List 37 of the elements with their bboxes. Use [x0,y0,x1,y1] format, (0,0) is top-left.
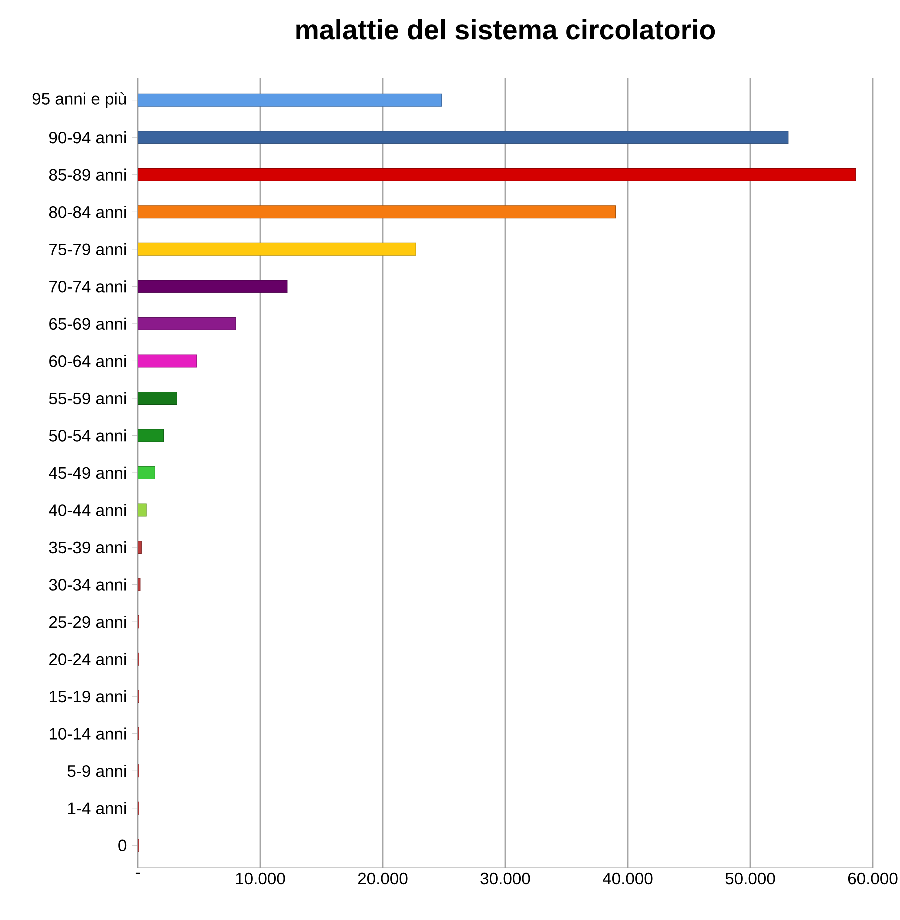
bar [138,578,141,592]
x-tick-label: 10.000 [236,872,286,885]
y-tick-label: 50-54 anni [49,430,126,442]
y-tick-label: 80-84 anni [49,206,126,218]
y-tick-label: 40-44 anni [49,504,126,516]
y-tick-label: 35-39 anni [49,541,126,554]
y-tick-label: 1-4 anni [68,802,126,814]
y-tick-label: 65-69 anni [50,318,126,330]
y-tick-label: 75-79 anni [50,243,126,256]
bar [138,354,198,368]
y-tick-label: 70-74 anni [50,280,126,293]
x-tick-label: 30.000 [480,872,530,885]
y-tick-label: 25-29 anni [50,616,126,628]
y-tick-label: 5-9 anni [68,765,126,778]
y-tick-label: 60-64 anni [50,355,126,368]
y-tick-label: 15-19 anni [50,690,126,703]
bar [138,168,856,182]
x-tick-label: 50.000 [726,872,776,885]
bar [138,392,178,405]
x-tick-label: 20.000 [358,872,408,885]
y-tick-label: 10-14 anni [50,728,126,740]
y-tick-label: 20-24 anni [50,653,126,666]
y-tick-label: 85-89 anni [49,168,126,181]
y-tick-label: 0 [118,840,127,852]
x-tick-label: 40.000 [603,872,653,885]
y-tick-label: 95 anni e più [32,92,126,108]
y-tick-label: 90-94 anni [50,132,126,144]
bar [138,131,789,144]
y-tick-label: 45-49 anni [49,466,126,480]
bar [138,94,442,107]
y-tick-label: 30-34 anni [49,578,126,591]
bar [138,541,142,554]
chart-title: malattie del sistema circolatorio [296,19,716,40]
x-tick-label: - [136,872,140,874]
x-tick-label: 60.000 [848,872,898,885]
y-tick-label: 55-59 anni [49,392,126,405]
bar [138,206,616,219]
